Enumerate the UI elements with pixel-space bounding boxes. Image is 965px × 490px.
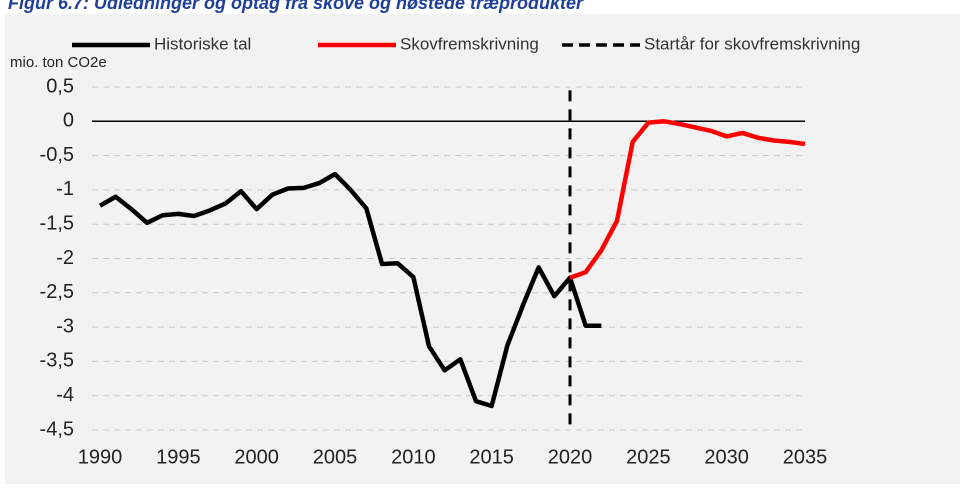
y-axis-label: mio. ton CO2e — [10, 54, 107, 71]
y-tick-label: -2,5 — [40, 281, 74, 303]
y-tick-label: -1,5 — [40, 212, 74, 234]
y-tick-label: -4 — [56, 384, 74, 406]
legend-label: Startår for skovfremskrivning — [644, 34, 860, 53]
y-tick-label: -3 — [56, 315, 74, 337]
chart-title: Figur 6.7: Udledninger og optag fra skov… — [8, 0, 584, 13]
legend-label: Historiske tal — [154, 34, 251, 53]
y-tick-label: -1 — [56, 178, 74, 200]
x-tick-label: 2025 — [626, 446, 671, 468]
x-tick-label: 2005 — [313, 446, 358, 468]
y-tick-label: -3,5 — [40, 350, 74, 372]
y-tick-label: 0,5 — [46, 75, 74, 97]
x-tick-label: 2035 — [783, 446, 828, 468]
x-tick-label: 2030 — [704, 446, 749, 468]
x-tick-label: 2000 — [234, 446, 279, 468]
x-tick-label: 2010 — [391, 446, 436, 468]
series-line — [569, 119, 806, 280]
x-tick-label: 1995 — [156, 446, 201, 468]
x-tick-label: 2015 — [469, 446, 514, 468]
y-tick-label: -0,5 — [40, 144, 74, 166]
x-tick-label: 1990 — [78, 446, 123, 468]
x-tick-label: 2020 — [548, 446, 593, 468]
chart-background — [5, 14, 960, 484]
y-tick-label: -2 — [56, 247, 74, 269]
y-tick-label: -4,5 — [40, 418, 74, 440]
y-tick-label: 0 — [63, 110, 74, 132]
series-line — [98, 171, 602, 409]
legend-label: Skovfremskrivning — [400, 34, 539, 53]
